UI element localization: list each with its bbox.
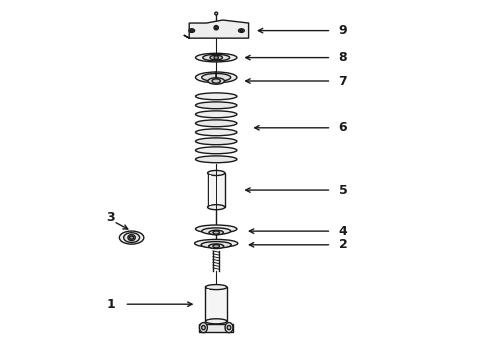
Ellipse shape	[214, 26, 219, 30]
Text: 3: 3	[106, 211, 115, 224]
Text: 5: 5	[339, 184, 347, 197]
Text: 9: 9	[339, 24, 347, 37]
Ellipse shape	[190, 30, 193, 31]
Ellipse shape	[205, 319, 227, 324]
Ellipse shape	[208, 78, 224, 84]
Ellipse shape	[227, 325, 231, 330]
Ellipse shape	[215, 12, 218, 15]
Ellipse shape	[240, 30, 243, 31]
Bar	[199, 324, 233, 332]
Ellipse shape	[239, 29, 245, 32]
Ellipse shape	[214, 56, 219, 59]
Ellipse shape	[196, 102, 237, 109]
Ellipse shape	[196, 53, 237, 62]
Ellipse shape	[195, 239, 238, 247]
Ellipse shape	[215, 27, 217, 29]
Bar	[205, 287, 227, 321]
Text: 7: 7	[339, 75, 347, 87]
Ellipse shape	[199, 323, 207, 333]
Ellipse shape	[201, 325, 205, 330]
Ellipse shape	[201, 242, 231, 248]
Ellipse shape	[196, 129, 237, 136]
Ellipse shape	[196, 225, 237, 233]
Ellipse shape	[123, 233, 140, 243]
Text: 2: 2	[339, 238, 347, 251]
Polygon shape	[184, 20, 248, 38]
Ellipse shape	[208, 171, 225, 176]
Text: 8: 8	[339, 51, 347, 64]
Ellipse shape	[196, 111, 237, 118]
Ellipse shape	[202, 228, 231, 234]
Ellipse shape	[196, 72, 237, 83]
Ellipse shape	[196, 93, 237, 100]
Ellipse shape	[213, 231, 220, 234]
Ellipse shape	[209, 244, 224, 249]
Ellipse shape	[196, 120, 237, 127]
Ellipse shape	[196, 138, 237, 145]
Ellipse shape	[208, 204, 225, 210]
Ellipse shape	[212, 79, 220, 83]
Ellipse shape	[196, 147, 237, 154]
Ellipse shape	[120, 231, 144, 244]
Text: 1: 1	[106, 298, 115, 311]
Text: 4: 4	[339, 225, 347, 238]
Ellipse shape	[205, 284, 227, 289]
Ellipse shape	[189, 29, 195, 32]
Ellipse shape	[225, 323, 233, 333]
Ellipse shape	[196, 156, 237, 163]
Ellipse shape	[213, 245, 220, 248]
Text: 6: 6	[339, 121, 347, 134]
Ellipse shape	[129, 236, 134, 239]
Ellipse shape	[210, 55, 222, 60]
Ellipse shape	[203, 54, 230, 61]
Bar	[208, 173, 225, 207]
Ellipse shape	[128, 235, 135, 240]
Ellipse shape	[209, 230, 223, 235]
Ellipse shape	[202, 73, 231, 81]
